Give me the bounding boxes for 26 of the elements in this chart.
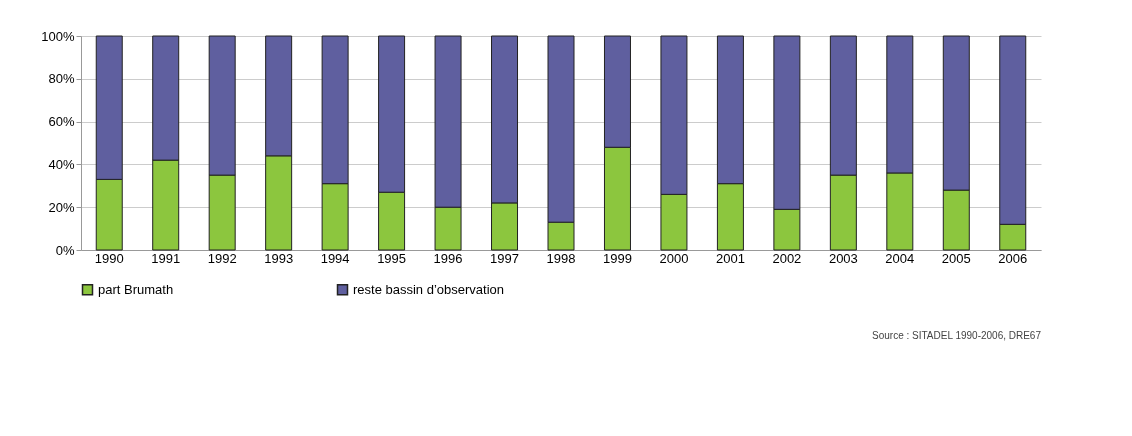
source-note: Source : SITADEL 1990-2006, DRE67 [872, 330, 1042, 341]
y-tick-label: 20% [48, 199, 75, 215]
y-tick-label: 40% [48, 156, 75, 172]
y-tick-label: 60% [48, 114, 75, 130]
legend-label: part Brumath [98, 281, 174, 297]
x-tick-label: 2002 [772, 250, 802, 266]
y-tick-label: 80% [48, 71, 75, 87]
x-tick-label: 1994 [320, 250, 350, 266]
x-tick-label: 1990 [94, 250, 124, 266]
x-tick-label: 1991 [151, 250, 181, 266]
x-tick-label: 2005 [941, 250, 971, 266]
x-tick-label: 2004 [885, 250, 915, 266]
x-tick-label: 2000 [659, 250, 689, 266]
x-tick-label: 1995 [377, 250, 407, 266]
x-tick-label: 2001 [715, 250, 745, 266]
x-tick-label: 1992 [207, 250, 237, 266]
x-tick-label: 2003 [828, 250, 858, 266]
x-tick-label: 2006 [998, 250, 1028, 266]
x-tick-label: 1993 [264, 250, 294, 266]
x-tick-label: 1997 [490, 250, 519, 266]
legend-label: reste bassin d’observation [353, 281, 505, 297]
y-tick-label: 100% [41, 28, 75, 44]
y-tick-label: 0% [55, 242, 75, 258]
x-tick-label: 1998 [546, 250, 576, 266]
x-tick-label: 1999 [603, 250, 632, 266]
x-tick-label: 1996 [433, 250, 463, 266]
